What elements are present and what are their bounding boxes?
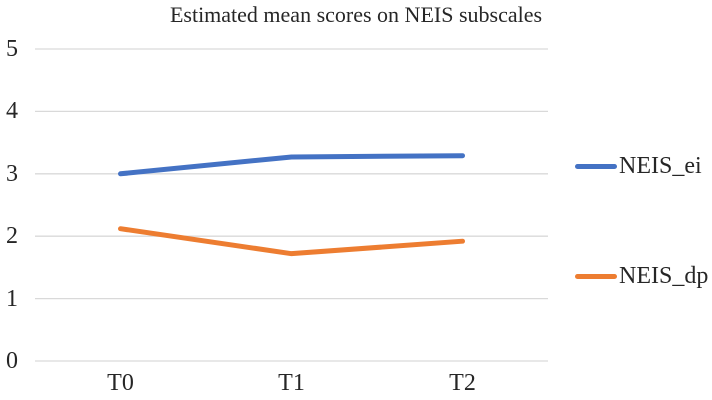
legend-line-icon <box>575 273 617 279</box>
x-tick-label: T1 <box>278 370 305 396</box>
y-tick-label: 1 <box>6 285 18 312</box>
legend-line-icon <box>575 163 617 169</box>
series-line-NEIS_dp <box>118 226 465 257</box>
y-tick-label: 2 <box>6 223 18 250</box>
chart-title: Estimated mean scores on NEIS subscales <box>169 2 543 27</box>
x-tick-label: T0 <box>107 370 134 396</box>
legend-item-NEIS_ei: NEIS_ei <box>575 153 702 179</box>
x-tick-label: T2 <box>449 370 476 396</box>
y-tick-label: 4 <box>6 98 18 125</box>
legend-item-NEIS_dp: NEIS_dp <box>575 263 708 289</box>
legend-label: NEIS_ei <box>619 153 702 179</box>
y-tick-label: 5 <box>6 36 18 62</box>
y-tick-label: 0 <box>6 348 18 374</box>
series-line-NEIS_ei <box>118 153 465 177</box>
legend: NEIS_ei NEIS_dp <box>575 0 712 400</box>
legend-label: NEIS_dp <box>619 263 709 289</box>
y-tick-label: 3 <box>6 160 18 187</box>
